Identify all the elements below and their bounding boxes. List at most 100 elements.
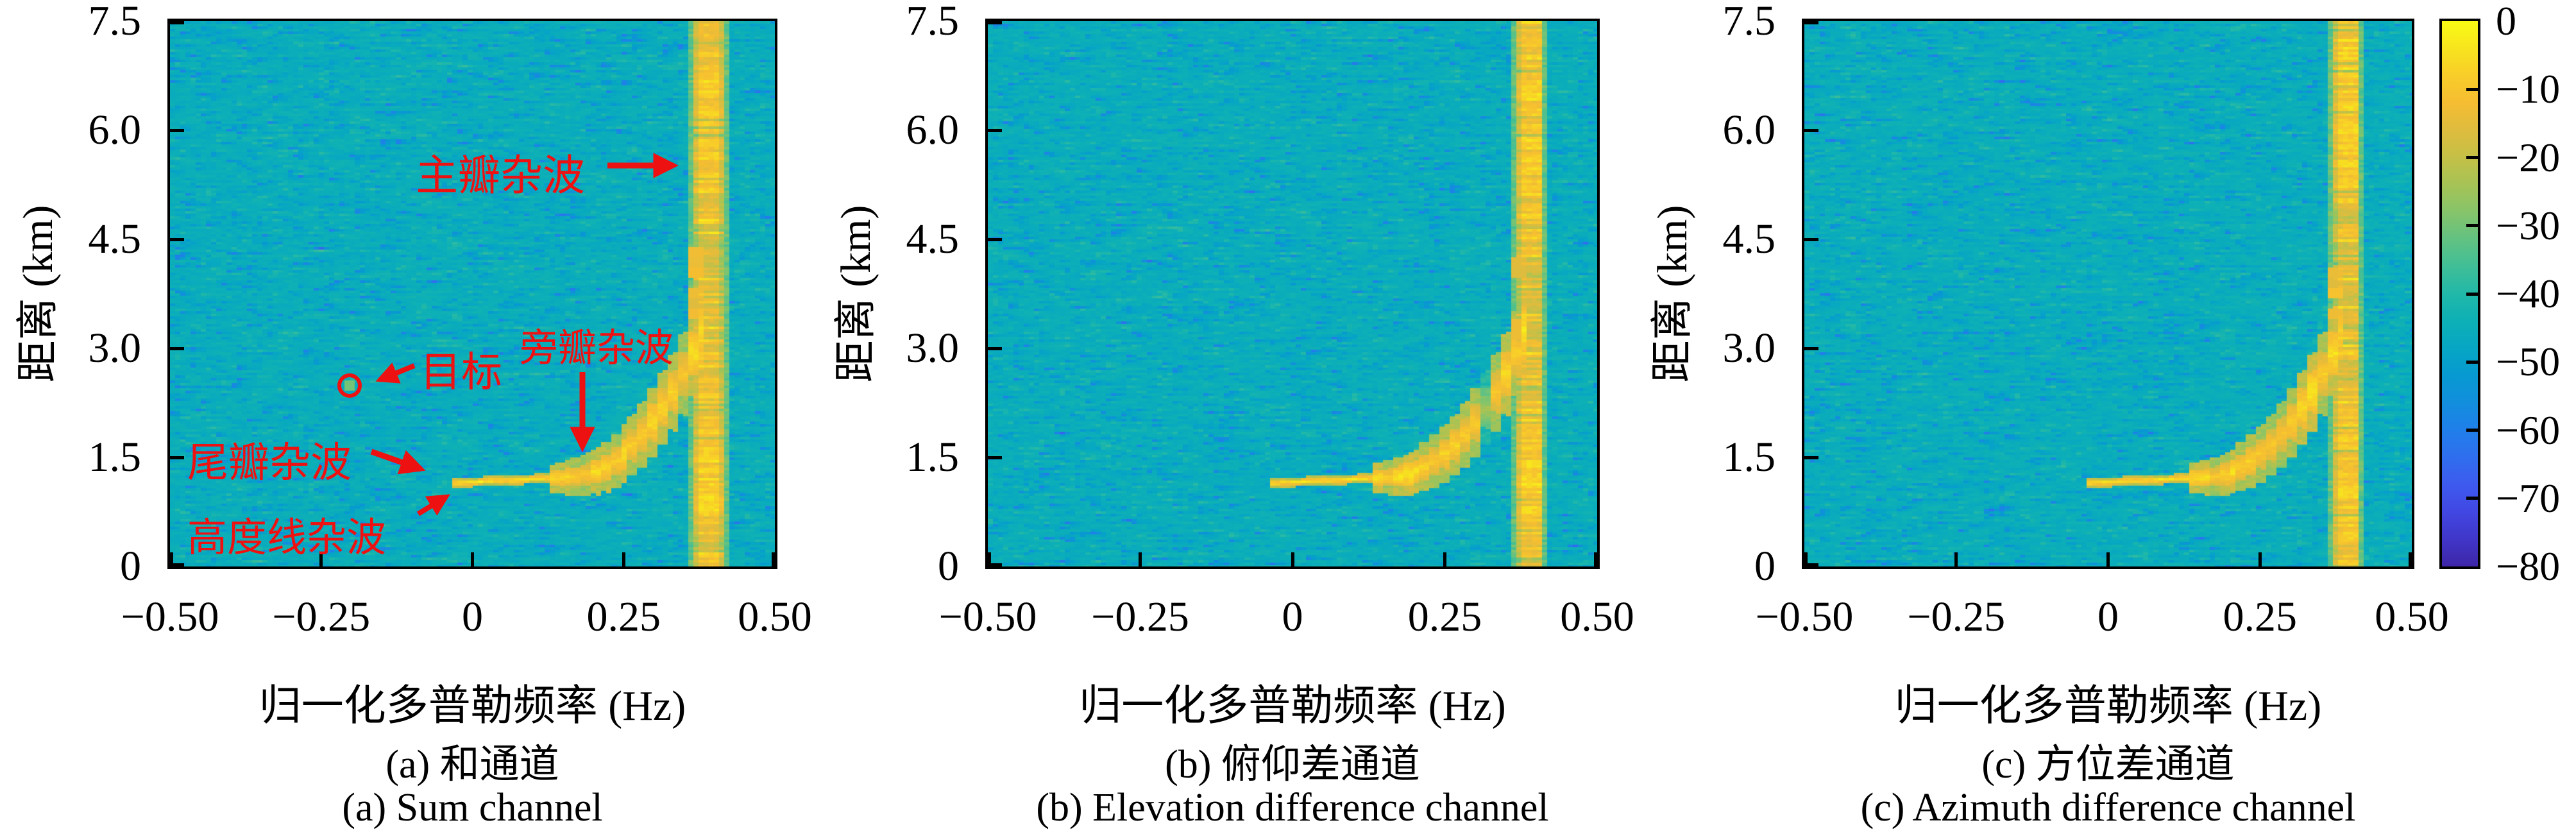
panel-a-y-tick-label: 6.0 xyxy=(88,106,142,153)
annotation-main-lobe-clutter: 主瓣杂波 xyxy=(416,153,585,200)
panel-c-y-tick xyxy=(1804,237,1818,241)
panel-b-x-tick xyxy=(1443,552,1446,566)
panel-a-y-tick xyxy=(170,455,184,459)
annotation-target: 目标 xyxy=(420,350,502,395)
panel-c-x-tick xyxy=(2258,552,2262,566)
panel-a-y-tick xyxy=(170,128,184,132)
panel-a-x-tick-label: 0.25 xyxy=(586,593,661,640)
colorbar xyxy=(2439,19,2480,569)
panel-c-x-tick-label: 0.25 xyxy=(2223,593,2298,640)
panel-c-y-tick-label: 7.5 xyxy=(1722,0,1776,44)
panel-a-y-tick-label: 4.5 xyxy=(88,216,142,262)
panel-a-y-tick xyxy=(170,346,184,350)
colorbar-tick-label: −20 xyxy=(2496,134,2561,180)
panel-c-x-tick-label: −0.25 xyxy=(1907,593,2006,640)
panel-c-heatmap xyxy=(1802,19,2414,569)
panel-b-x-tick xyxy=(1139,552,1142,566)
panel-b-x-tick xyxy=(988,552,991,566)
panel-a-caption-en: (a) Sum channel xyxy=(342,786,603,830)
panel-c-x-tick xyxy=(2409,552,2412,566)
panel-a-x-tick-label: −0.25 xyxy=(272,593,371,640)
colorbar-tick xyxy=(2466,224,2478,228)
panel-c-y-tick xyxy=(1804,563,1818,566)
colorbar-tick-label: −80 xyxy=(2496,543,2561,589)
panel-b-y-tick xyxy=(988,128,1002,132)
panel-b-x-tick-label: 0.25 xyxy=(1407,593,1482,640)
panel-b-heatmap xyxy=(985,19,1600,569)
panel-b-x-tick-label: 0 xyxy=(1282,593,1303,640)
annotation-altitude-line-clutter: 高度线杂波 xyxy=(187,516,387,560)
panel-c-x-tick xyxy=(1804,552,1808,566)
panel-a-y-tick-label: 7.5 xyxy=(88,0,142,44)
panel-a-x-tick xyxy=(622,552,625,566)
panel-b-x-tick-label: −0.50 xyxy=(938,593,1037,640)
panel-c-x-tick-label: 0 xyxy=(2097,593,2119,640)
colorbar-tick-label: −70 xyxy=(2496,475,2561,521)
panel-b-y-tick xyxy=(988,563,1002,566)
panel-b-y-tick-label: 1.5 xyxy=(906,434,960,481)
panel-b-y-tick-label: 7.5 xyxy=(906,0,960,44)
panel-a-x-tick xyxy=(319,552,323,566)
panel-b-x-axis-label: 归一化多普勒频率 (Hz) xyxy=(1079,683,1506,729)
panel-c-canvas xyxy=(1804,21,2412,566)
panel-b-y-tick-label: 4.5 xyxy=(906,216,960,262)
panel-c-x-axis-label: 归一化多普勒频率 (Hz) xyxy=(1894,683,2322,729)
panel-a-y-tick xyxy=(170,21,184,24)
panel-c-x-tick xyxy=(1954,552,1958,566)
panel-b-x-tick xyxy=(1594,552,1597,566)
colorbar-tick-label: −40 xyxy=(2496,271,2561,316)
panel-b-y-tick xyxy=(988,21,1002,24)
panel-b-y-tick-label: 0 xyxy=(938,543,959,590)
panel-a-x-tick xyxy=(170,552,173,566)
panel-a-x-axis-label: 归一化多普勒频率 (Hz) xyxy=(258,683,686,729)
colorbar-tick xyxy=(2466,497,2478,500)
panel-c-x-tick-label: 0.50 xyxy=(2375,593,2449,640)
colorbar-tick xyxy=(2466,360,2478,364)
panel-b-x-tick-label: 0.50 xyxy=(1560,593,1634,640)
panel-a-heatmap xyxy=(167,19,777,569)
panel-c-y-tick-label: 0 xyxy=(1754,543,1775,590)
colorbar-tick-label: −60 xyxy=(2496,407,2561,453)
panel-b-y-tick xyxy=(988,346,1002,350)
panel-a-y-tick xyxy=(170,563,184,566)
panel-c-y-tick xyxy=(1804,21,1818,24)
panel-c-y-tick-label: 4.5 xyxy=(1722,216,1776,262)
colorbar-tick xyxy=(2466,292,2478,296)
panel-c-caption-en: (c) Azimuth difference channel xyxy=(1860,786,2356,830)
panel-a-y-tick-label: 1.5 xyxy=(88,434,142,481)
panel-a-x-tick xyxy=(772,552,775,566)
panel-a-x-tick xyxy=(471,552,474,566)
panel-a-y-tick xyxy=(170,237,184,241)
panel-c-y-tick xyxy=(1804,455,1818,459)
panel-b-x-tick xyxy=(1291,552,1294,566)
panel-c-y-tick xyxy=(1804,128,1818,132)
panel-b-canvas xyxy=(988,21,1597,566)
panel-b-y-tick xyxy=(988,237,1002,241)
colorbar-tick xyxy=(2466,156,2478,159)
panel-b-y-tick xyxy=(988,455,1002,459)
panel-c-caption-zh: (c) 方位差通道 xyxy=(1981,743,2235,787)
panel-a-x-tick-label: 0.50 xyxy=(738,593,812,640)
colorbar-tick-label: 0 xyxy=(2496,0,2516,44)
colorbar-tick xyxy=(2466,87,2478,91)
colorbar-tick xyxy=(2466,429,2478,432)
panel-a-x-tick-label: −0.50 xyxy=(121,593,219,640)
panel-b-caption-en: (b) Elevation difference channel xyxy=(1036,786,1549,830)
colorbar-tick-label: −30 xyxy=(2496,202,2561,248)
panel-a-caption-zh: (a) 和通道 xyxy=(386,743,559,787)
annotation-side-lobe-clutter: 旁瓣杂波 xyxy=(520,327,674,370)
panel-a-canvas xyxy=(170,21,775,566)
panel-a-y-tick-label: 3.0 xyxy=(88,325,142,371)
panel-c-x-tick xyxy=(2106,552,2110,566)
panel-c-y-tick-label: 6.0 xyxy=(1722,106,1776,153)
panel-c-x-tick-label: −0.50 xyxy=(1755,593,1854,640)
panel-c-y-tick-label: 1.5 xyxy=(1722,434,1776,481)
panel-b-y-tick-label: 3.0 xyxy=(906,325,960,371)
panel-b-caption-zh: (b) 俯仰差通道 xyxy=(1165,743,1420,787)
annotation-tail-lobe-clutter: 尾瓣杂波 xyxy=(187,440,352,486)
colorbar-tick-label: −10 xyxy=(2496,66,2561,112)
panel-c-y-tick xyxy=(1804,346,1818,350)
colorbar-tick-label: −50 xyxy=(2496,339,2561,385)
panel-b-y-tick-label: 6.0 xyxy=(906,106,960,153)
